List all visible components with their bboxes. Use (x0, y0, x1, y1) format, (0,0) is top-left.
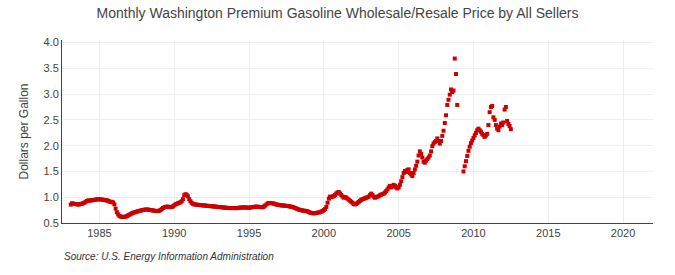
svg-text:2000: 2000 (312, 227, 336, 239)
svg-text:1990: 1990 (162, 227, 186, 239)
svg-text:2005: 2005 (386, 227, 410, 239)
svg-text:Source: U.S. Energy Informatio: Source: U.S. Energy Information Administ… (64, 251, 274, 262)
svg-text:1995: 1995 (237, 227, 261, 239)
svg-text:1985: 1985 (87, 227, 111, 239)
svg-text:3.5: 3.5 (44, 62, 59, 74)
svg-text:Dollars per Gallon: Dollars per Gallon (17, 83, 31, 179)
svg-text:2010: 2010 (461, 227, 485, 239)
svg-text:3.0: 3.0 (44, 88, 59, 100)
svg-text:4.0: 4.0 (44, 36, 59, 48)
svg-text:2020: 2020 (611, 227, 635, 239)
svg-text:2.0: 2.0 (44, 140, 59, 152)
svg-text:0.5: 0.5 (44, 217, 59, 229)
svg-text:1.0: 1.0 (44, 191, 59, 203)
svg-text:2.5: 2.5 (44, 114, 59, 126)
svg-text:1.5: 1.5 (44, 165, 59, 177)
svg-text:Monthly Washington Premium Gas: Monthly Washington Premium Gasoline Whol… (97, 5, 579, 21)
svg-text:2015: 2015 (536, 227, 560, 239)
